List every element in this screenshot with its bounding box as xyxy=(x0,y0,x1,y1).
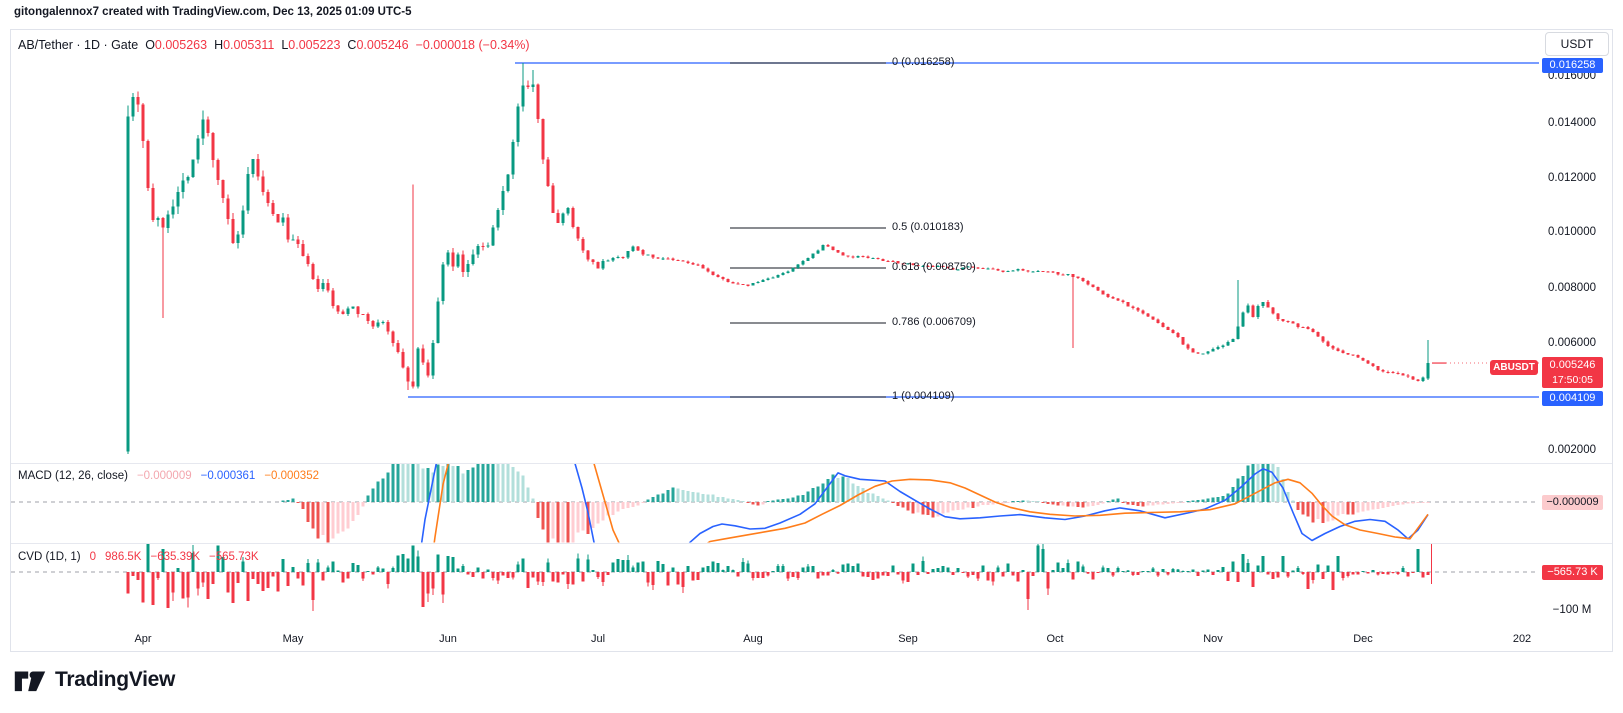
time-axis-label-Dec: Dec xyxy=(1353,633,1373,645)
ohlc-high: H0.005311 xyxy=(214,38,275,52)
cvd-value-3: −565.73K xyxy=(209,551,259,563)
time-axis-label-Apr: Apr xyxy=(134,633,152,645)
time-axis-label-Sep: Sep xyxy=(898,633,918,645)
cvd-label: CVD (1D, 1) xyxy=(18,551,81,563)
price-tick-label: 0.014000 xyxy=(1548,117,1596,129)
cvd-value-2: −635.39K xyxy=(150,551,201,563)
time-axis-label-Nov: Nov xyxy=(1203,633,1223,645)
price-tick-label: 0.008000 xyxy=(1548,282,1596,294)
macd-legend[interactable]: MACD (12, 26, close) −0.000009 −0.000361−… xyxy=(18,470,328,482)
fib-label-0.618: 0.618 (0.008750) xyxy=(892,261,976,273)
tradingview-logo-icon xyxy=(14,671,46,692)
cvd-axis-tick: −100 M xyxy=(1552,604,1592,616)
pane-separator-cvd[interactable] xyxy=(11,543,1612,544)
price-tick-label: 0.012000 xyxy=(1548,172,1596,184)
candlestick-series xyxy=(126,63,1430,455)
price-tick-label: 0.002000 xyxy=(1548,444,1596,456)
macd-values: −0.000009 −0.000361 −0.000352 xyxy=(137,470,328,482)
fib-label-0.786: 0.786 (0.006709) xyxy=(892,316,976,328)
symbol-price-label-badge: ABUSDT xyxy=(1490,360,1538,375)
macd-value-1: −0.000361 xyxy=(200,470,256,482)
time-axis-label-Jun: Jun xyxy=(439,633,457,645)
fib-low-price-badge: 0.004109 xyxy=(1542,391,1603,406)
macd-line xyxy=(420,464,1429,543)
time-axis-label-Aug: Aug xyxy=(743,633,763,645)
cvd-value-badge: −565.73 K xyxy=(1542,565,1603,580)
pane-separator-macd[interactable] xyxy=(11,463,1612,464)
price-tick-label: 0.010000 xyxy=(1548,226,1596,238)
macd-label: MACD (12, 26, close) xyxy=(18,470,128,482)
fib-label-0.5: 0.5 (0.010183) xyxy=(892,221,964,233)
symbol-title[interactable]: AB/Tether · 1D · Gate xyxy=(18,38,139,52)
ohlc-close: C0.005246 xyxy=(347,38,409,52)
cvd-value-0: 0 xyxy=(89,551,97,563)
time-axis-label-202: 202 xyxy=(1512,633,1532,645)
price-tick-label: 0.016000 xyxy=(1548,70,1596,82)
macd-signal-line xyxy=(433,464,1429,543)
time-axis-label-Jul: Jul xyxy=(590,633,606,645)
tradingview-logo-text: TradingView xyxy=(55,667,176,691)
time-axis-label-May: May xyxy=(282,633,304,645)
attribution-text: gitongalennox7 created with TradingView.… xyxy=(14,6,412,18)
tradingview-logo[interactable]: TradingView xyxy=(13,666,175,693)
last-price-badge: 0.005246 17:50:05 xyxy=(1542,357,1603,388)
macd-value-0: −0.000009 xyxy=(136,470,192,482)
ohlc-low: L0.005223 xyxy=(281,38,341,52)
symbol-bar[interactable]: AB/Tether · 1D · Gate O0.005263 H0.00531… xyxy=(18,38,530,52)
ohlc-open: O0.005263 xyxy=(145,38,208,52)
macd-value-badge: −0.000009 xyxy=(1542,495,1603,510)
cvd-value-1: 986.5K xyxy=(105,551,142,563)
currency-toggle-button[interactable]: USDT xyxy=(1545,32,1609,56)
last-price-value: 0.005246 xyxy=(1549,359,1596,371)
cvd-bars xyxy=(126,544,1433,612)
price-tick-label: 0.006000 xyxy=(1548,337,1596,349)
macd-histogram xyxy=(281,464,1430,543)
chart-widget-frame xyxy=(10,29,1613,652)
time-axis-label-Oct: Oct xyxy=(1046,633,1064,645)
fib-label-0: 0 (0.016258) xyxy=(892,56,955,68)
bar-countdown: 17:50:05 xyxy=(1552,374,1593,386)
cvd-values: 0 986.5K −635.39K −565.73K xyxy=(90,551,268,563)
cvd-legend[interactable]: CVD (1D, 1) 0 986.5K −635.39K −565.73K xyxy=(18,551,268,563)
macd-value-2: −0.000352 xyxy=(264,470,319,482)
fib-label-1: 1 (0.004109) xyxy=(892,390,955,402)
ohlc-change: −0.000018 (−0.34%) xyxy=(415,38,530,52)
fib-high-price-badge: 0.016258 xyxy=(1542,58,1603,73)
